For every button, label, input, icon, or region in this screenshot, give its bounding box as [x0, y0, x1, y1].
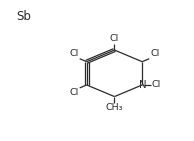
Text: CH₃: CH₃	[106, 103, 123, 112]
Text: Cl: Cl	[152, 81, 161, 89]
Text: Cl: Cl	[150, 49, 159, 58]
Text: N: N	[139, 80, 147, 90]
Text: Sb: Sb	[16, 10, 31, 23]
Text: Cl: Cl	[110, 34, 119, 43]
Text: Cl: Cl	[69, 49, 79, 58]
Text: Cl: Cl	[69, 88, 79, 97]
